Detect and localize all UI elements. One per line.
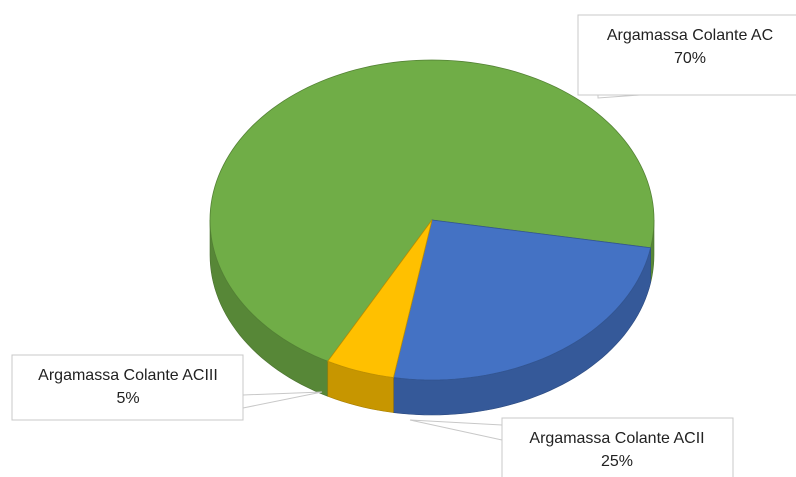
pie-slice (327, 219, 433, 379)
data-callout: Argamassa Colante ACII 25% (409, 417, 734, 477)
pie-slice (392, 219, 652, 381)
callout-box (11, 354, 244, 421)
data-label-name: Argamassa Colante ACII (529, 430, 704, 447)
data-callout: Argamassa Colante AC 70% (577, 14, 796, 99)
callout-pointer (242, 391, 323, 409)
data-label-name: Argamassa Colante ACIII (38, 367, 218, 384)
callout-box (501, 417, 734, 477)
data-label-value: 5% (116, 390, 139, 407)
data-label-name: Argamassa Colante AC (607, 27, 773, 44)
callout-pointer (597, 94, 641, 99)
data-callout: Argamassa Colante ACIII 5% (11, 354, 323, 421)
pie-slice (209, 59, 655, 362)
callout-box (577, 14, 796, 96)
data-label-value: 25% (601, 453, 633, 470)
callout-pointer (409, 419, 503, 441)
data-label-value: 70% (674, 50, 706, 67)
